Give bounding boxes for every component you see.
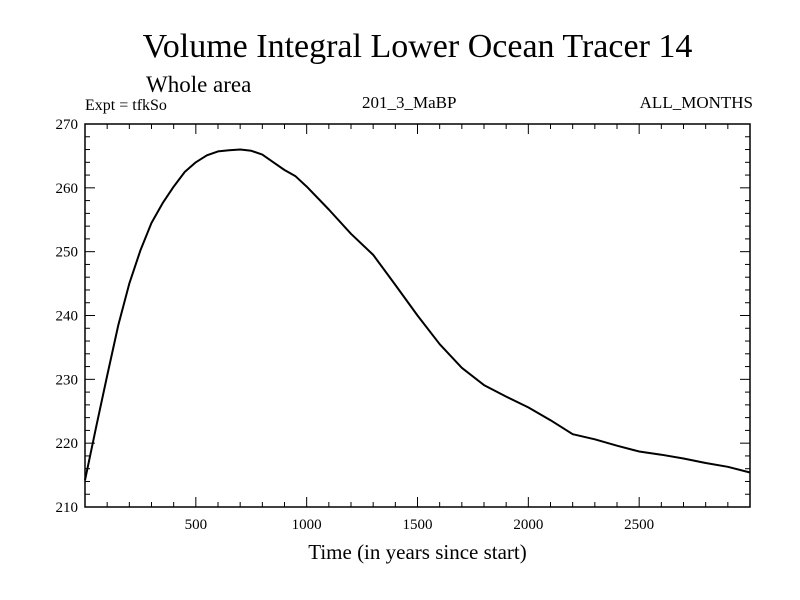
- chart-title: Volume Integral Lower Ocean Tracer 14: [142, 28, 693, 65]
- y-tick-label: 250: [56, 245, 79, 261]
- y-tick-label: 260: [56, 181, 79, 197]
- plot-frame: [84, 123, 751, 508]
- y-tick-label: 230: [56, 372, 79, 388]
- x-tick-label: 500: [185, 517, 208, 533]
- x-axis-label: Time (in years since start): [308, 540, 527, 564]
- x-tick-label: 1000: [292, 517, 322, 533]
- y-tick-label: 270: [56, 117, 79, 133]
- chart-subtitle: Whole area: [146, 72, 252, 97]
- y-tick-label: 210: [56, 500, 79, 516]
- x-tick-label: 2000: [513, 517, 543, 533]
- months-label: ALL_MONTHS: [639, 93, 753, 112]
- period-label: 201_3_MaBP: [362, 93, 457, 112]
- series-line: [84, 148, 751, 481]
- y-tick-label: 220: [56, 436, 79, 452]
- experiment-label: Expt = tfkSo: [85, 97, 167, 114]
- x-tick-label: 2500: [624, 517, 654, 533]
- x-tick-label: 1500: [403, 517, 433, 533]
- y-tick-label: 240: [56, 309, 79, 325]
